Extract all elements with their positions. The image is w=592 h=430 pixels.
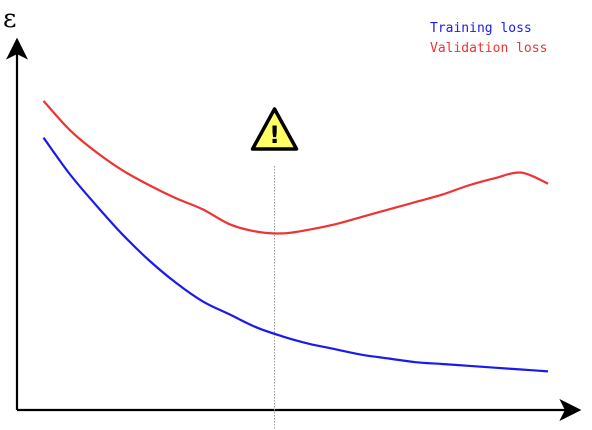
validation-loss-line: [42, 100, 549, 235]
warning-glyph: !: [269, 121, 280, 149]
legend-validation-loss: Validation loss: [430, 41, 547, 56]
legend-training-loss: Training loss: [430, 21, 532, 36]
training-loss-line: [42, 137, 549, 373]
warning-triangle-icon: !: [250, 107, 299, 151]
y-axis-label: ε: [3, 4, 16, 34]
